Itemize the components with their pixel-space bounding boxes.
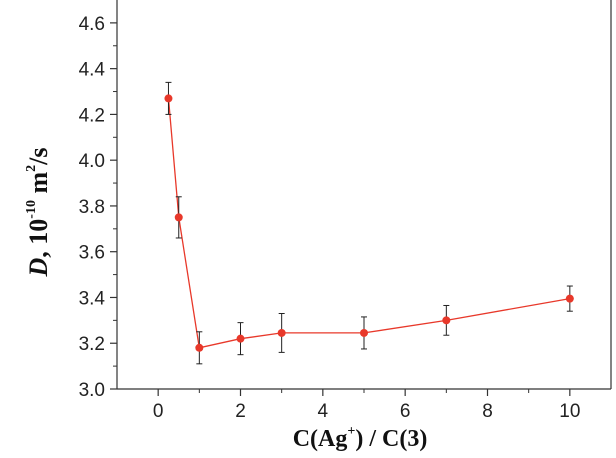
y-axis-title-comma: , 10 <box>24 219 53 258</box>
x-tick-label: 10 <box>559 401 580 422</box>
y-tick-label: 3.4 <box>79 288 106 309</box>
x-axis-title-main: C(Ag <box>293 426 348 452</box>
data-series <box>164 81 574 365</box>
y-axis-title-sup1: -10 <box>24 200 39 219</box>
data-point <box>442 316 451 325</box>
y-tick-label: 4.2 <box>79 105 105 126</box>
x-ticks: 0 2 4 6 8 10 <box>153 389 580 422</box>
data-point <box>174 213 183 222</box>
y-tick-label: 3.8 <box>79 197 105 218</box>
x-axis-title-sup: + <box>347 424 355 439</box>
y-axis-title: D, 10-10 m2/s <box>24 148 53 278</box>
x-axis-title: C(Ag+) / C(3) <box>293 424 428 452</box>
y-tick-label: 3.0 <box>79 380 105 401</box>
data-point <box>195 343 204 352</box>
x-tick-label: 2 <box>235 401 246 422</box>
data-point <box>277 328 286 337</box>
y-ticks: 3.0 3.2 3.4 3.6 3.8 4.0 4.2 4.4 4.6 <box>79 14 117 401</box>
y-tick-label: 4.4 <box>79 60 106 81</box>
x-axis-title-tail: ) / C(3) <box>355 426 427 452</box>
data-point <box>360 328 368 337</box>
x-tick-label: 8 <box>482 401 493 422</box>
data-point <box>164 94 173 103</box>
series-line <box>167 98 570 349</box>
y-axis-title-var: D <box>24 257 53 277</box>
y-tick-label: 3.2 <box>79 334 105 355</box>
x-tick-label: 4 <box>318 401 329 422</box>
y-axis-title-mid: m <box>24 172 53 201</box>
y-tick-label: 4.6 <box>79 14 105 35</box>
x-tick-label: 0 <box>153 401 164 422</box>
y-axis-title-tail: /s <box>24 148 53 166</box>
y-tick-label: 3.6 <box>79 243 105 264</box>
data-point <box>236 334 245 343</box>
y-axis-title-sup2: 2 <box>24 165 39 172</box>
y-tick-label: 4.0 <box>79 151 105 172</box>
data-point <box>565 294 574 303</box>
x-tick-label: 6 <box>400 401 411 422</box>
